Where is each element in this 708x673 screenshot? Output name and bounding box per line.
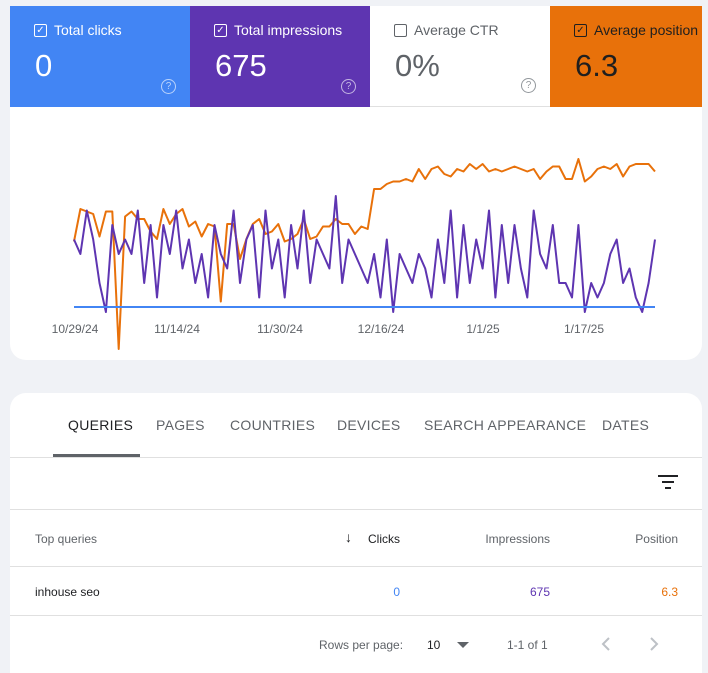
x-tick-label: 11/14/24 bbox=[154, 322, 200, 336]
metric-label: Total impressions bbox=[234, 22, 343, 38]
tab-countries[interactable]: COUNTRIES bbox=[230, 417, 316, 433]
dropdown-arrow-icon[interactable] bbox=[457, 642, 469, 648]
tab-dates[interactable]: DATES bbox=[602, 417, 650, 433]
checkbox-icon[interactable]: ✓ bbox=[214, 24, 227, 37]
tab-devices[interactable]: DEVICES bbox=[337, 417, 401, 433]
checkbox-icon[interactable]: ✓ bbox=[34, 24, 47, 37]
pagination: Rows per page: 10 1-1 of 1 bbox=[10, 616, 702, 672]
rows-per-page-label: Rows per page: bbox=[319, 638, 404, 652]
cell-impressions: 675 bbox=[529, 585, 550, 599]
x-tick-label: 11/30/24 bbox=[257, 322, 303, 336]
metric-average-position[interactable]: ✓ Average position 6.3 bbox=[550, 6, 702, 107]
metric-value: 675 bbox=[215, 48, 267, 83]
tab-bar: QUERIES PAGES COUNTRIES DEVICES SEARCH A… bbox=[10, 393, 702, 458]
help-icon[interactable]: ? bbox=[521, 78, 536, 93]
checkbox-icon[interactable]: ✓ bbox=[574, 24, 587, 37]
sort-arrow-icon[interactable]: ↓ bbox=[345, 529, 352, 545]
header-position[interactable]: Position bbox=[635, 532, 678, 546]
header-clicks[interactable]: Clicks bbox=[368, 532, 400, 546]
x-tick-label: 10/29/24 bbox=[52, 322, 99, 336]
metric-label: Average position bbox=[594, 22, 699, 38]
series-line-average-position bbox=[73, 158, 656, 350]
checkbox-icon[interactable] bbox=[394, 24, 407, 37]
filter-icon[interactable] bbox=[658, 474, 678, 490]
metric-total-impressions[interactable]: ✓ Total impressions 675 ? bbox=[190, 6, 370, 107]
tab-pages[interactable]: PAGES bbox=[156, 417, 205, 433]
table-header: Top queries ↓ Clicks Impressions Positio… bbox=[10, 510, 702, 567]
data-table-card: QUERIES PAGES COUNTRIES DEVICES SEARCH A… bbox=[10, 393, 702, 673]
cell-clicks: 0 bbox=[393, 585, 400, 599]
metric-label: Average CTR bbox=[414, 22, 499, 38]
page-range: 1-1 of 1 bbox=[507, 638, 548, 652]
x-tick-label: 12/16/24 bbox=[358, 322, 405, 336]
series-line-total-impressions bbox=[73, 195, 656, 313]
tab-search-appearance[interactable]: SEARCH APPEARANCE bbox=[424, 417, 587, 433]
metric-total-clicks[interactable]: ✓ Total clicks 0 ? bbox=[10, 6, 190, 107]
metric-tiles: ✓ Total clicks 0 ? ✓ Total impressions 6… bbox=[10, 6, 702, 107]
x-tick-label: 1/17/25 bbox=[564, 322, 604, 336]
header-impressions[interactable]: Impressions bbox=[485, 532, 550, 546]
x-tick-label: 1/1/25 bbox=[466, 322, 500, 336]
metric-label: Total clicks bbox=[54, 22, 122, 38]
help-icon[interactable]: ? bbox=[341, 79, 356, 94]
header-top-queries[interactable]: Top queries bbox=[35, 532, 98, 546]
help-icon[interactable]: ? bbox=[161, 79, 176, 94]
cell-query[interactable]: inhouse seo bbox=[35, 585, 100, 599]
performance-card: ✓ Total clicks 0 ? ✓ Total impressions 6… bbox=[10, 6, 702, 360]
filter-bar bbox=[10, 458, 702, 510]
metric-value: 0 bbox=[35, 48, 53, 83]
rows-per-page-select[interactable]: 10 bbox=[427, 638, 441, 652]
metric-value: 6.3 bbox=[575, 48, 619, 83]
active-tab-indicator bbox=[53, 454, 140, 457]
performance-chart: 10/29/24 11/14/24 11/30/24 12/16/24 1/1/25 1/… bbox=[52, 158, 656, 350]
metric-average-ctr[interactable]: Average CTR 0% ? bbox=[370, 6, 550, 107]
tab-queries[interactable]: QUERIES bbox=[68, 417, 134, 433]
chevron-right-icon[interactable] bbox=[648, 636, 660, 652]
metric-value: 0% bbox=[395, 48, 440, 83]
table-row[interactable]: inhouse seo 0 675 6.3 bbox=[10, 567, 702, 616]
chevron-left-icon[interactable] bbox=[600, 636, 612, 652]
cell-position: 6.3 bbox=[661, 585, 678, 599]
